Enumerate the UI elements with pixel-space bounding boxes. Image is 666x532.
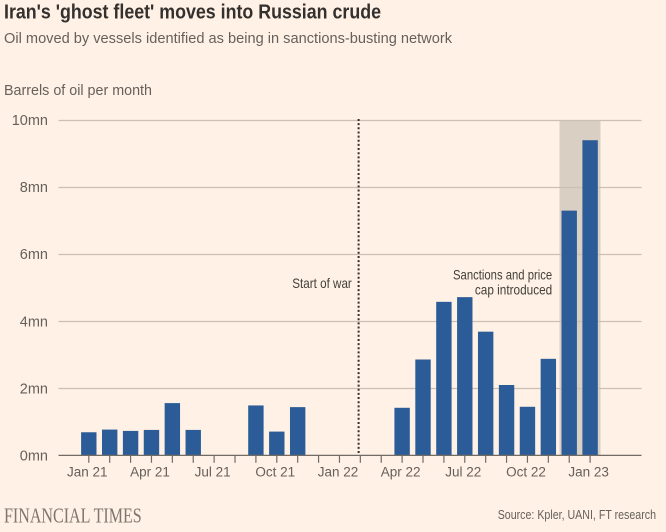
- svg-text:8mn: 8mn: [20, 180, 48, 196]
- svg-text:Apr 22: Apr 22: [381, 465, 421, 480]
- svg-text:2mn: 2mn: [20, 381, 48, 397]
- svg-text:cap introduced: cap introduced: [475, 282, 552, 298]
- svg-text:Barrels of oil per month: Barrels of oil per month: [4, 82, 152, 99]
- svg-text:Apr 21: Apr 21: [130, 465, 170, 480]
- svg-text:Jul 21: Jul 21: [195, 465, 231, 480]
- svg-text:4mn: 4mn: [20, 314, 48, 330]
- svg-text:FINANCIAL TIMES: FINANCIAL TIMES: [4, 504, 142, 528]
- svg-text:6mn: 6mn: [20, 247, 48, 263]
- svg-text:0mn: 0mn: [20, 448, 48, 464]
- svg-text:Jan 22: Jan 22: [318, 465, 359, 480]
- svg-text:Start of war: Start of war: [292, 275, 352, 291]
- svg-text:Oil moved by vessels identifie: Oil moved by vessels identified as being…: [4, 30, 452, 47]
- svg-text:Jul 22: Jul 22: [445, 465, 481, 480]
- svg-text:Sanctions and price: Sanctions and price: [453, 267, 552, 283]
- svg-text:10mn: 10mn: [12, 113, 48, 129]
- svg-text:Iran's 'ghost fleet' moves int: Iran's 'ghost fleet' moves into Russian …: [4, 1, 381, 24]
- svg-text:Jan 23: Jan 23: [568, 465, 609, 480]
- svg-text:Oct 22: Oct 22: [506, 465, 546, 480]
- svg-text:Jan 21: Jan 21: [67, 465, 108, 480]
- svg-text:Source: Kpler, UANI, FT resear: Source: Kpler, UANI, FT research: [498, 507, 656, 522]
- svg-text:Oct 21: Oct 21: [255, 465, 295, 480]
